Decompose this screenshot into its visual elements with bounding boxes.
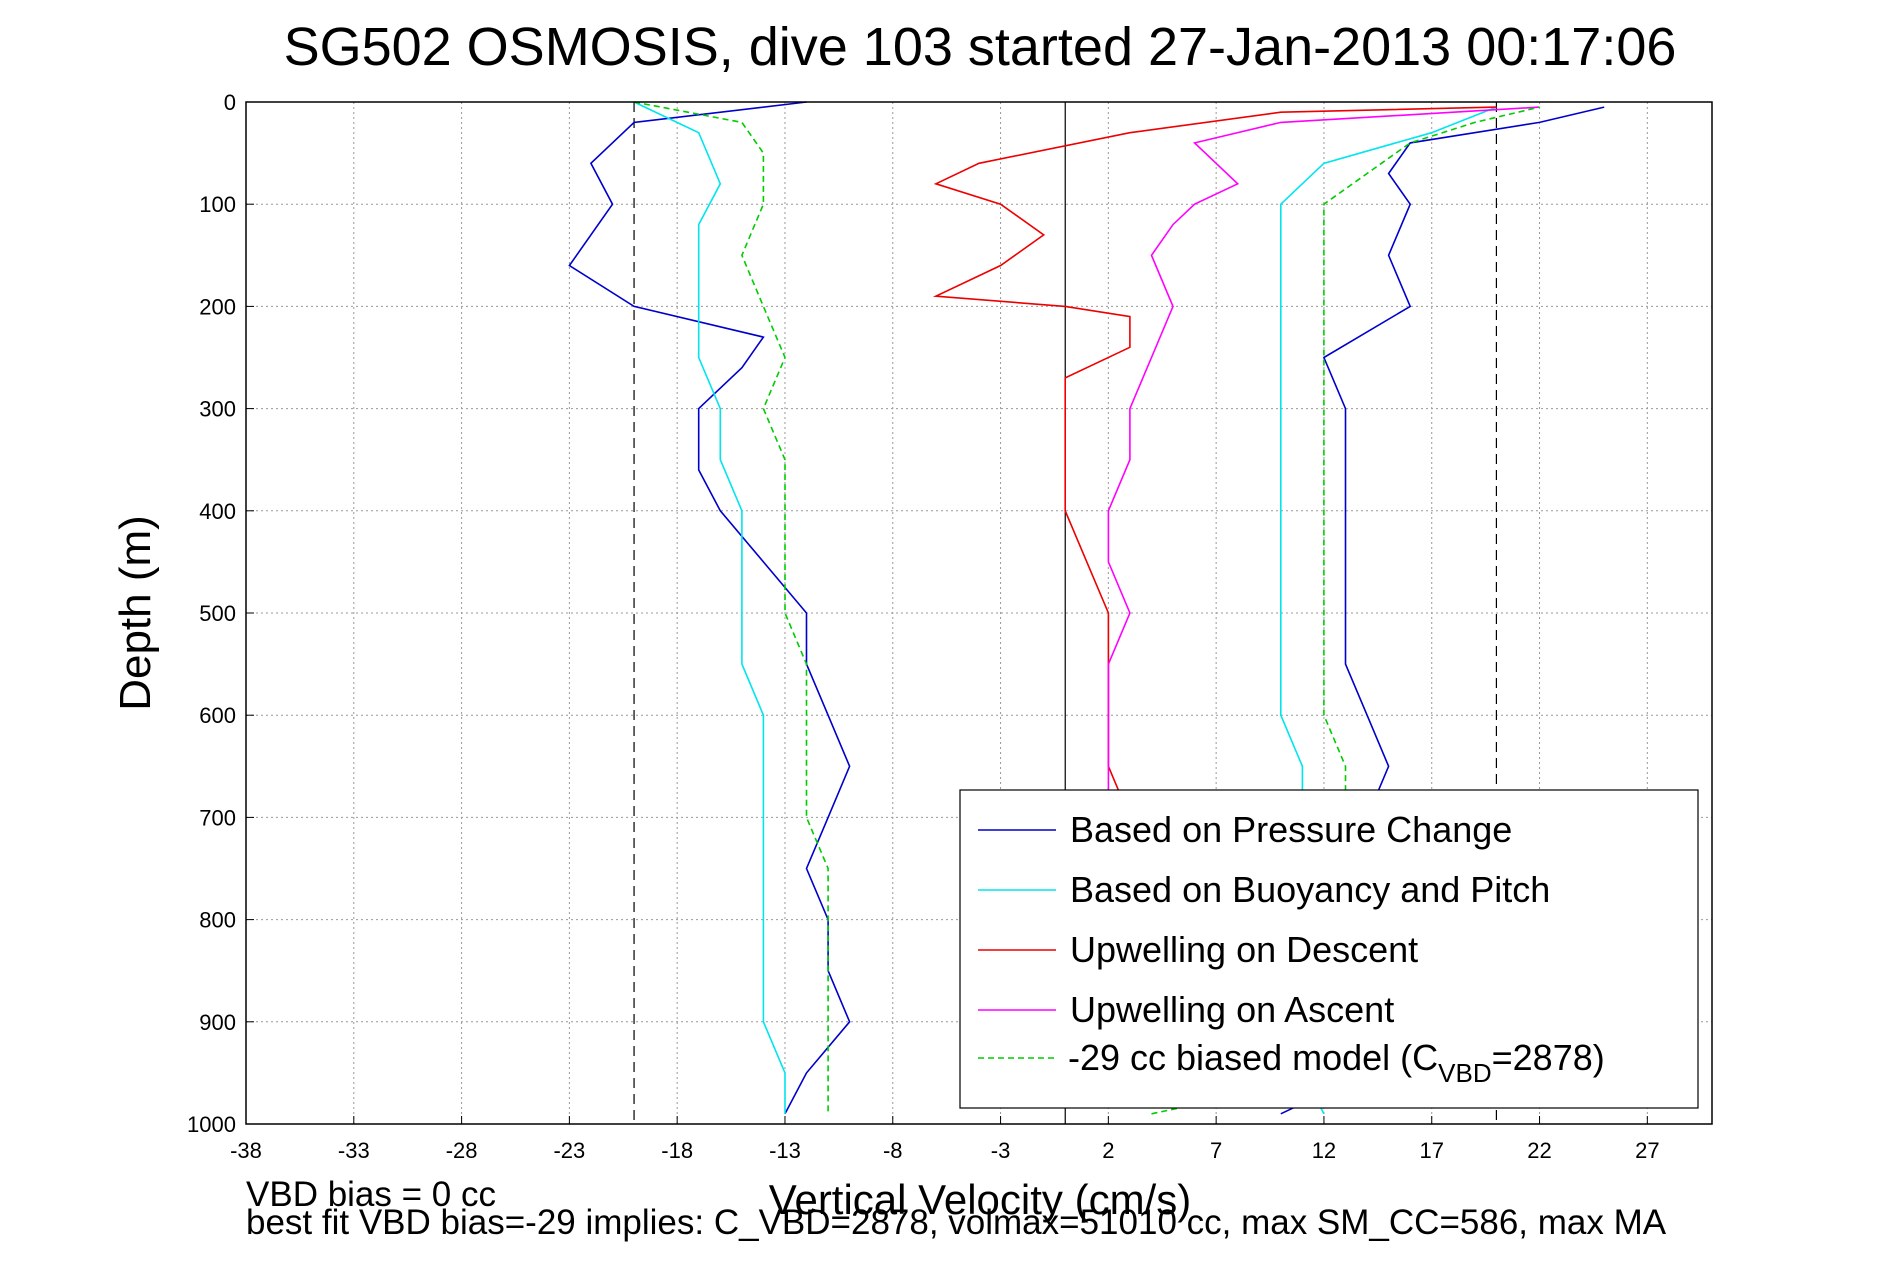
- y-tick-label: 200: [199, 294, 236, 319]
- series-line: [633, 101, 786, 1114]
- data-series: [568, 101, 1605, 1115]
- legend-label: -29 cc biased model (CVBD=2878): [1068, 1037, 1605, 1088]
- legend-label: Upwelling on Descent: [1070, 929, 1418, 970]
- x-tick-label: 12: [1312, 1138, 1336, 1163]
- x-tick-label: -3: [991, 1138, 1011, 1163]
- y-tick-label: 500: [199, 601, 236, 626]
- x-tick-label: 17: [1419, 1138, 1443, 1163]
- x-tick-label: -23: [553, 1138, 585, 1163]
- x-tick-label: -13: [769, 1138, 801, 1163]
- series-line: [633, 101, 829, 1114]
- y-tick-label: 800: [199, 908, 236, 933]
- legend-label: Upwelling on Ascent: [1070, 989, 1394, 1030]
- x-tick-label: 2: [1102, 1138, 1114, 1163]
- y-axis-label: Depth (m): [111, 515, 160, 711]
- y-tick-label: 300: [199, 397, 236, 422]
- legend-label-subscript: VBD: [1438, 1058, 1491, 1088]
- series-line: [932, 106, 1497, 818]
- legend: Based on Pressure Change Based on Buoyanc…: [959, 789, 1699, 1109]
- x-tick-labels: -38 -33 -28 -23 -18 -13 -8 -3 2 7 12 17 22 27: [230, 1116, 1660, 1163]
- x-tick-label: -38: [230, 1138, 262, 1163]
- series-line: [568, 101, 851, 1115]
- y-tick-label: 0: [224, 90, 236, 115]
- x-tick-label: 7: [1210, 1138, 1222, 1163]
- x-axis-label: Vertical Velocity (cm/s): [769, 1176, 1191, 1223]
- x-tick-label: -28: [446, 1138, 478, 1163]
- footer-line-1: VBD bias = 0 cc: [246, 1175, 496, 1214]
- y-tick-label: 700: [199, 805, 236, 830]
- y-tick-label: 900: [199, 1010, 236, 1035]
- series-line: [1107, 106, 1540, 818]
- x-tick-label: -33: [338, 1138, 370, 1163]
- footer-line-2: best fit VBD bias=-29 implies: C_VBD=287…: [246, 1203, 1667, 1242]
- x-tick-label: -18: [661, 1138, 693, 1163]
- legend-label-part: =2878): [1492, 1037, 1605, 1078]
- y-tick-label: 600: [199, 703, 236, 728]
- y-tick-label: 1000: [187, 1112, 236, 1137]
- y-tick-label: 400: [199, 499, 236, 524]
- y-tick-label: 100: [199, 192, 236, 217]
- x-tick-label: -8: [883, 1138, 903, 1163]
- chart-title: SG502 OSMOSIS, dive 103 started 27-Jan-2…: [284, 17, 1677, 77]
- legend-label: Based on Pressure Change: [1070, 809, 1512, 850]
- legend-label-part: -29 cc biased model (C: [1068, 1037, 1438, 1078]
- y-tick-labels: 0 100 200 300 400 500 600 700 800 900 1000: [187, 90, 254, 1137]
- x-tick-label: 22: [1527, 1138, 1551, 1163]
- x-tick-label: 27: [1635, 1138, 1659, 1163]
- legend-label: Based on Buoyancy and Pitch: [1070, 869, 1550, 910]
- legend-box: [959, 789, 1699, 1109]
